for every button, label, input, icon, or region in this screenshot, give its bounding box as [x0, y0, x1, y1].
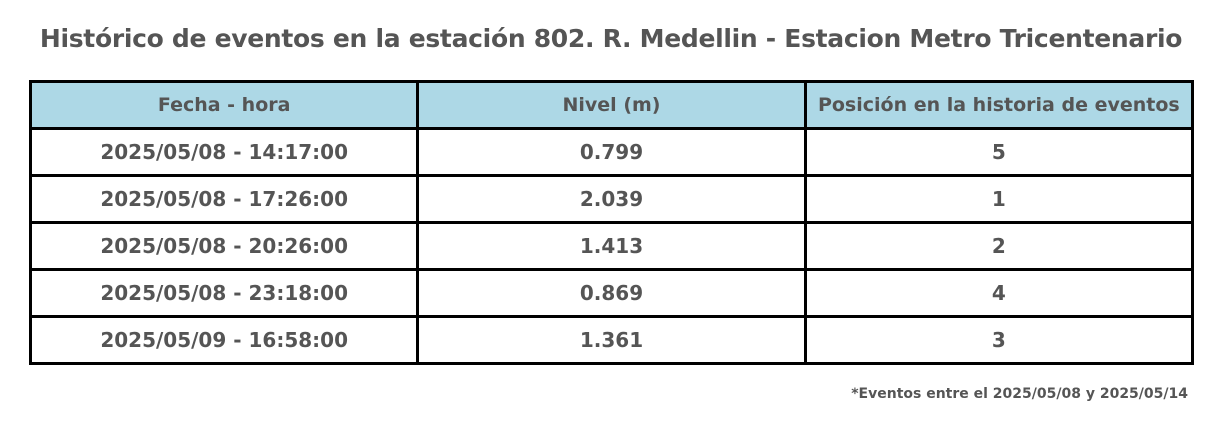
table-cell: 2025/05/08 - 14:17:00 — [28, 127, 420, 177]
table-header: Fecha - hora Nivel (m) Posición en la hist… — [28, 80, 1195, 130]
column-header: Posición en la historia de eventos — [803, 80, 1195, 130]
table-cell: 1 — [803, 174, 1195, 224]
table-cell: 2025/05/09 - 16:58:00 — [28, 315, 420, 365]
events-table: Fecha - hora Nivel (m) Posición en la hist… — [28, 80, 1195, 365]
table-cell: 0.799 — [416, 127, 807, 177]
table-cell: 2025/05/08 - 17:26:00 — [28, 174, 420, 224]
table-cell: 4 — [803, 268, 1195, 318]
table-cell: 2025/05/08 - 20:26:00 — [28, 221, 420, 271]
table-row: 2025/05/08 - 14:17:00 0.799 5 — [28, 127, 1195, 177]
table-row: 2025/05/08 - 17:26:00 2.039 1 — [28, 174, 1195, 224]
footnote: *Eventos entre el 2025/05/08 y 2025/05/1… — [851, 386, 1188, 402]
header-row: Fecha - hora Nivel (m) Posición en la hist… — [28, 80, 1195, 130]
table-cell: 3 — [803, 315, 1195, 365]
table-cell: 0.869 — [416, 268, 807, 318]
column-header: Nivel (m) — [416, 80, 807, 130]
table-cell: 2 — [803, 221, 1195, 271]
table-body: 2025/05/08 - 14:17:00 0.799 5 2025/05/08 - … — [28, 127, 1195, 365]
table-cell: 2.039 — [416, 174, 807, 224]
table-cell: 1.361 — [416, 315, 807, 365]
table-cell: 5 — [803, 127, 1195, 177]
table-row: 2025/05/08 - 20:26:00 1.413 2 — [28, 221, 1195, 271]
table-cell: 1.413 — [416, 221, 807, 271]
column-header: Fecha - hora — [28, 80, 420, 130]
table-row: 2025/05/08 - 23:18:00 0.869 4 — [28, 268, 1195, 318]
table-row: 2025/05/09 - 16:58:00 1.361 3 — [28, 315, 1195, 365]
table-cell: 2025/05/08 - 23:18:00 — [28, 268, 420, 318]
title: Histórico de eventos en la estación 802.… — [39, 24, 1183, 53]
